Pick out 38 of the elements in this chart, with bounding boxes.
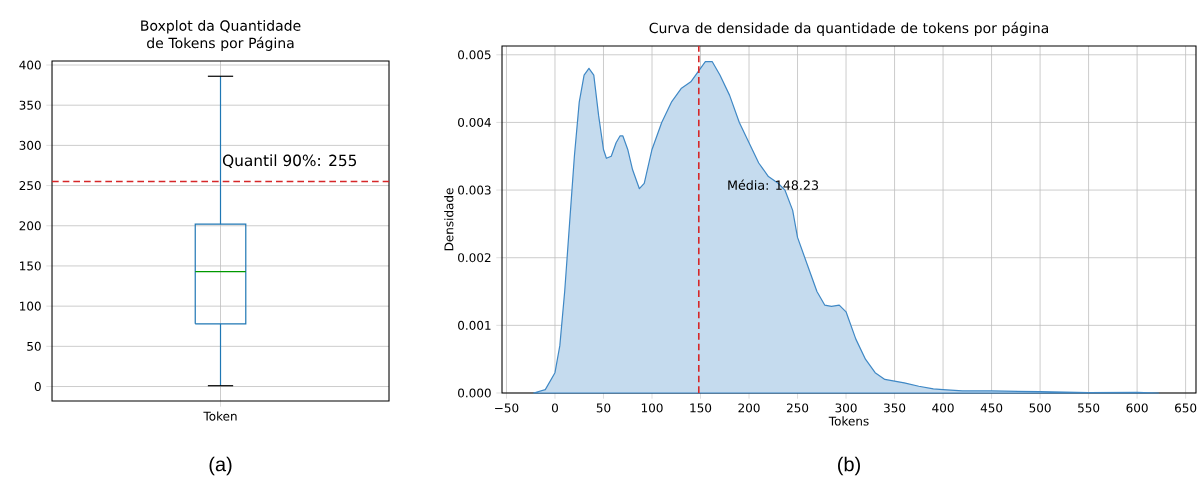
y-tick-label: 0.004 [458,117,491,127]
x-tick-label: 250 [786,403,809,413]
y-tick-label: 300 [19,140,41,150]
y-tick-label: 400 [19,60,41,70]
y-tick-label: 350 [19,100,41,110]
y-tick-label: 0.001 [458,320,491,330]
y-tick-label: 0.003 [458,185,491,195]
x-tick-label: 50 [596,403,611,413]
x-tick-label: 650 [1174,403,1197,413]
x-tick-label: Token [203,411,237,421]
text: (b) [838,456,860,476]
y-tick-label: 0 [34,381,41,392]
x-tick-label: 450 [980,403,1003,413]
x-tick-label: 100 [641,403,663,413]
y-tick-label: 0.000 [458,388,491,398]
x-tick-label: 200 [738,403,760,413]
y-tick-label: 0.002 [458,253,491,263]
y-tick-label: 150 [20,261,41,271]
x-tick-label: 350 [884,403,906,413]
y-tick-label: 0.005 [458,50,491,60]
y-tick-label: 200 [19,221,41,231]
x-tick-label: −50 [495,403,519,413]
x-tick-label: 400 [932,403,954,413]
x-tick-label: 300 [835,403,857,413]
y-tick-label: 250 [19,181,41,191]
x-tick-label: 500 [1029,403,1051,413]
x-axis-title: Tokens [828,416,869,426]
text: (a) [209,456,232,476]
chart-title: Boxplot da Quantidade de Tokens por Página [141,20,301,51]
chart-title: Curva de densidade da quantidade de tokens por página [649,21,1048,36]
x-tick-label: 550 [1078,403,1100,413]
y-tick-label: 50 [27,341,41,351]
x-tick-label: 150 [690,403,712,413]
y-axis-title: Densidade [444,188,454,251]
ref-line-label: Quantil 90%: 255 [222,154,357,168]
y-tick-label: 100 [20,301,41,311]
x-tick-label: 600 [1126,403,1148,413]
x-tick-label: 0 [551,403,558,413]
